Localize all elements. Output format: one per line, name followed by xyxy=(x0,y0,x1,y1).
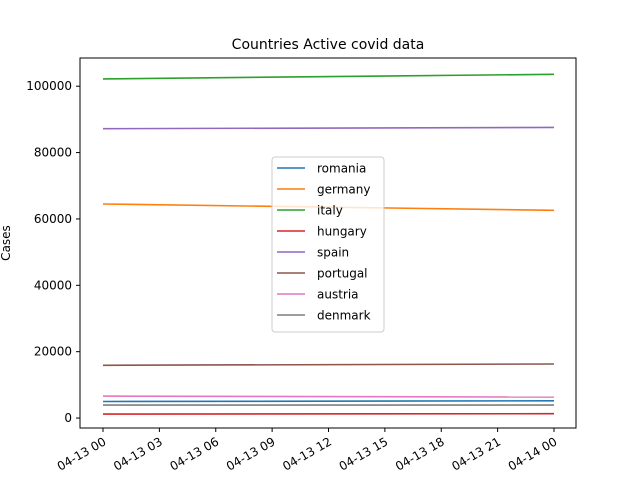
x-tick-label: 04-13 15 xyxy=(337,434,391,473)
legend-label-hungary: hungary xyxy=(317,225,367,239)
y-axis-label: Cases xyxy=(0,225,13,261)
legend-label-portugal: portugal xyxy=(317,267,368,281)
x-tick-label: 04-13 18 xyxy=(393,434,447,473)
series-line-portugal xyxy=(102,363,555,367)
legend-label-austria: austria xyxy=(317,288,359,302)
y-tick-label: 20000 xyxy=(34,345,72,359)
x-tick-label: 04-13 12 xyxy=(280,434,334,473)
legend-label-romania: romania xyxy=(317,162,366,176)
legend-label-spain: spain xyxy=(317,246,349,260)
series-line-romania xyxy=(102,399,555,403)
x-tick-label: 04-13 06 xyxy=(168,434,222,473)
y-tick-label: 0 xyxy=(64,411,72,425)
y-axis: 0 20000 40000 60000 80000 100000 xyxy=(26,79,80,425)
legend-box xyxy=(271,156,385,333)
series-lines xyxy=(102,73,555,415)
x-tick-label: 04-14 00 xyxy=(506,434,560,473)
y-tick-label: 60000 xyxy=(34,212,72,226)
legend-label-germany: germany xyxy=(317,183,370,197)
y-tick-label: 40000 xyxy=(34,278,72,292)
x-tick-label: 04-13 09 xyxy=(224,434,278,473)
chart-title: Countries Active covid data xyxy=(232,37,425,53)
series-line-italy xyxy=(102,73,555,80)
legend-label-italy: italy xyxy=(317,204,343,218)
legend-label-denmark: denmark xyxy=(317,309,371,323)
legend: romania germany italy hungary spain portugal a… xyxy=(271,156,385,333)
y-tick-label: 100000 xyxy=(26,79,72,93)
x-tick-label: 04-13 03 xyxy=(111,434,165,473)
y-tick-label: 80000 xyxy=(34,146,72,160)
series-line-austria xyxy=(102,395,555,398)
series-line-spain xyxy=(102,126,555,130)
x-axis: 04-13 00 04-13 03 04-13 06 04-13 09 04-13 12… xyxy=(55,428,560,474)
x-tick-label: 04-13 00 xyxy=(55,434,109,473)
x-tick-label: 04-13 21 xyxy=(449,434,503,473)
